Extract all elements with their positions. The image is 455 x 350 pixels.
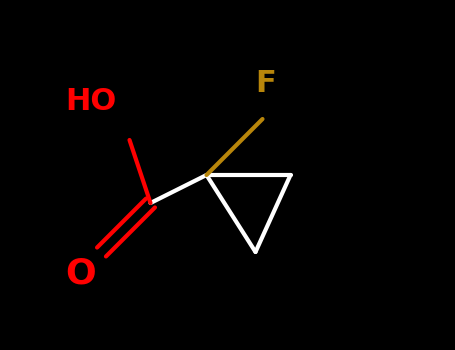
Text: O: O bbox=[65, 256, 96, 290]
Text: F: F bbox=[256, 70, 276, 98]
Text: HO: HO bbox=[66, 87, 116, 116]
